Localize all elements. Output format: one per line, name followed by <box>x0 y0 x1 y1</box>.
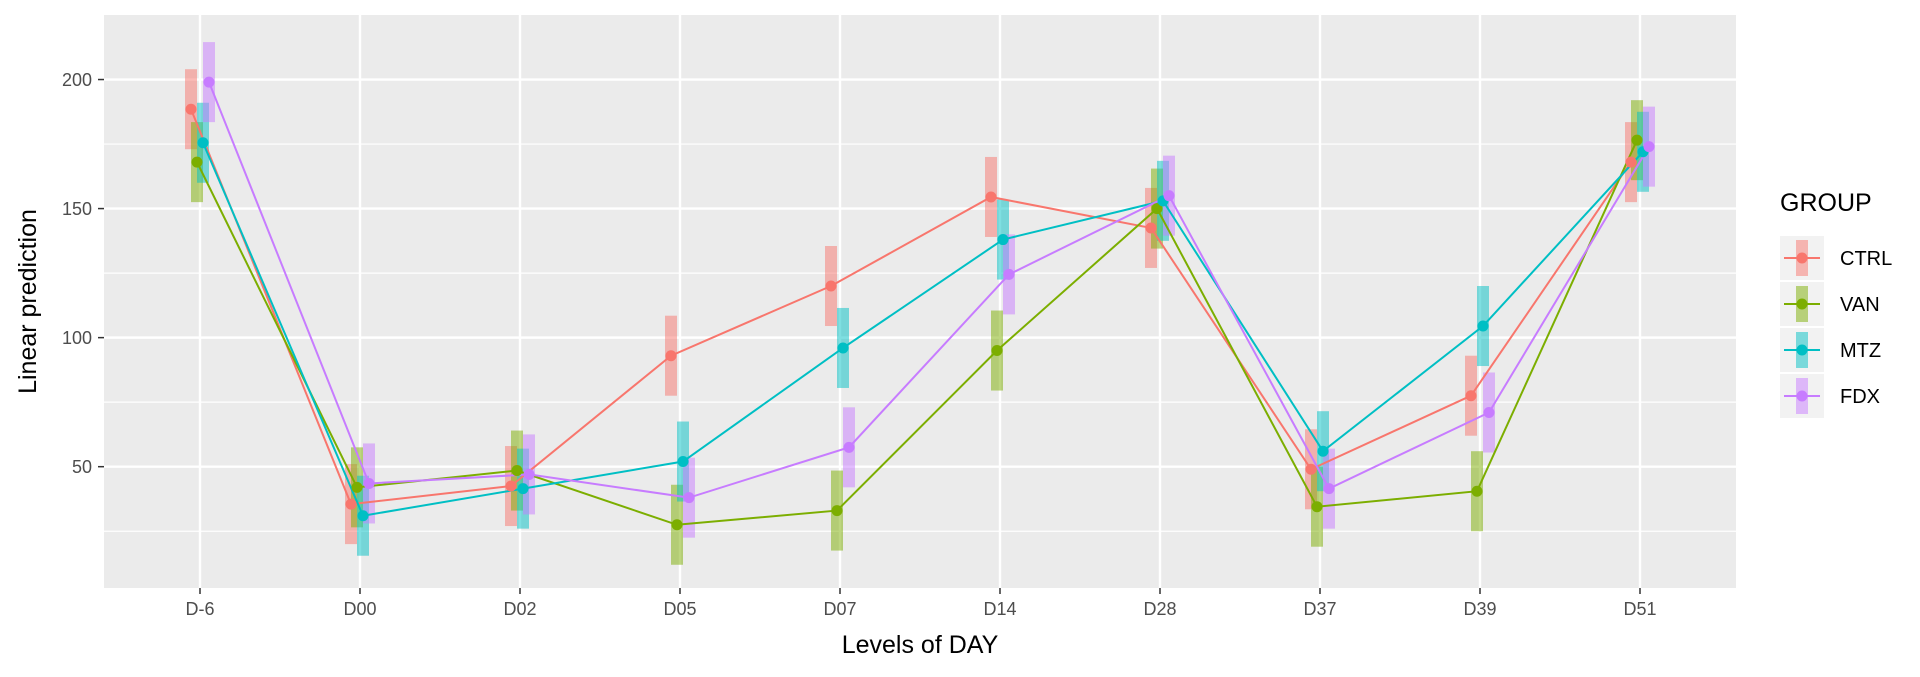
line-ctrl <box>190 108 1632 506</box>
point-ctrl <box>665 350 677 362</box>
point-mtz <box>1477 320 1489 332</box>
x-tick-label: D-6 <box>185 599 214 619</box>
legend-label-mtz: MTZ <box>1840 340 1881 362</box>
x-axis-title: Levels of DAY <box>842 631 999 659</box>
point-mtz <box>1317 445 1329 457</box>
point-fdx <box>683 492 695 504</box>
point-van <box>191 156 203 168</box>
point-fdx <box>1163 190 1175 202</box>
line-fdx <box>208 81 1650 499</box>
point-fdx <box>523 468 535 480</box>
legend-label-ctrl: CTRL <box>1840 248 1892 270</box>
point-ctrl <box>1305 463 1317 475</box>
legend-key-point <box>1796 298 1808 310</box>
point-ctrl <box>1145 222 1157 234</box>
point-ctrl <box>825 280 837 292</box>
legend-key-point <box>1796 252 1808 264</box>
point-fdx <box>1483 406 1495 418</box>
legend-key-point <box>1796 390 1808 402</box>
point-fdx <box>1643 141 1655 153</box>
point-fdx <box>843 441 855 453</box>
point-van <box>511 465 523 477</box>
point-mtz <box>357 510 369 522</box>
line-mtz <box>202 142 1644 517</box>
y-tick-label: 100 <box>62 328 92 348</box>
point-mtz <box>677 456 689 468</box>
point-ctrl <box>1465 390 1477 402</box>
point-ctrl <box>345 498 357 510</box>
x-tick-label: D51 <box>1623 599 1656 619</box>
legend-title: GROUP <box>1780 189 1872 217</box>
series-lines <box>190 81 1650 526</box>
y-tick-label: 150 <box>62 199 92 219</box>
point-ctrl <box>505 480 517 492</box>
x-tick-label: D28 <box>1143 599 1176 619</box>
point-van <box>1151 203 1163 215</box>
legend: GROUP CTRL VAN MTZ FDX <box>1780 189 1892 418</box>
point-mtz <box>837 342 849 354</box>
x-axis: D-6 D00 D02 D05 D07 D14 D28 D37 D39 D51 <box>185 588 1657 619</box>
legend-key-point <box>1796 344 1808 356</box>
point-van <box>671 519 683 531</box>
point-mtz <box>517 483 529 495</box>
point-ctrl <box>1625 156 1637 168</box>
series-points <box>185 76 1655 531</box>
point-fdx <box>203 76 215 88</box>
point-mtz <box>197 137 209 149</box>
point-van <box>1631 134 1643 146</box>
point-fdx <box>1003 268 1015 280</box>
point-van <box>831 505 843 517</box>
point-van <box>351 481 363 493</box>
y-tick-label: 200 <box>62 70 92 90</box>
x-tick-label: D39 <box>1463 599 1496 619</box>
point-ctrl <box>985 191 997 203</box>
x-tick-label: D02 <box>503 599 536 619</box>
x-tick-label: D14 <box>983 599 1016 619</box>
x-tick-label: D07 <box>823 599 856 619</box>
x-tick-label: D05 <box>663 599 696 619</box>
legend-label-van: VAN <box>1840 294 1880 316</box>
point-ctrl <box>185 103 197 115</box>
point-van <box>1471 485 1483 497</box>
y-axis: 50 100 150 200 <box>62 70 104 477</box>
y-axis-title: Linear prediction <box>14 209 42 394</box>
x-tick-label: D00 <box>343 599 376 619</box>
point-fdx <box>363 477 375 489</box>
point-van <box>1311 501 1323 513</box>
y-tick-label: 50 <box>72 457 92 477</box>
point-van <box>991 345 1003 357</box>
point-fdx <box>1323 483 1335 495</box>
legend-label-fdx: FDX <box>1840 386 1880 408</box>
x-tick-label: D37 <box>1303 599 1336 619</box>
point-mtz <box>997 234 1009 246</box>
